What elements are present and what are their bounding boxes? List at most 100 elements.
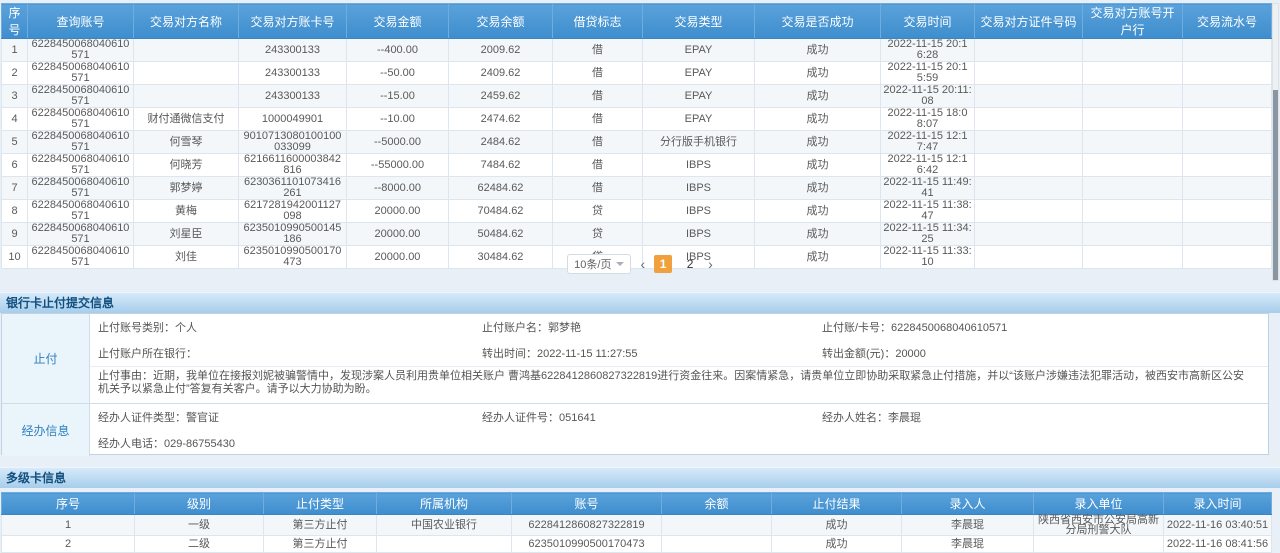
stop-payment-reason: 止付事由：近期，我单位在接报刘妮被骗警情中，发现涉案人员利用贵单位相关账户 曹鸿… bbox=[90, 366, 1268, 403]
table-cell: 2022-11-16 03:40:51 bbox=[1163, 514, 1272, 536]
table-cell: --55000.00 bbox=[346, 153, 449, 177]
table-row: 9 6228450068040610571 刘星臣 62350109905001451… bbox=[1, 222, 1272, 246]
stop-payment-group-label: 止付 bbox=[2, 314, 90, 403]
scrollbar-thumb[interactable] bbox=[1273, 90, 1278, 280]
table-cell bbox=[1082, 153, 1183, 177]
table-cell: 2484.62 bbox=[448, 130, 553, 154]
column-header: 录入单位 bbox=[1033, 492, 1164, 515]
table-cell: 2009.62 bbox=[448, 38, 553, 62]
column-header: 序号 bbox=[1, 3, 28, 39]
table-cell: 借 bbox=[552, 84, 643, 108]
table-cell: 1000049901 bbox=[238, 107, 347, 131]
page-size-select[interactable]: 10条/页 bbox=[567, 254, 632, 274]
table-cell: 6235010990500170473 bbox=[511, 535, 662, 553]
table-cell: 4 bbox=[1, 107, 28, 131]
table-cell: --5000.00 bbox=[346, 130, 449, 154]
table-cell bbox=[974, 153, 1083, 177]
table-cell bbox=[1182, 199, 1272, 223]
table-cell: EPAY bbox=[642, 61, 755, 85]
table-cell bbox=[1082, 38, 1183, 62]
table-cell: 50484.62 bbox=[448, 222, 553, 246]
table-cell: 借 bbox=[552, 176, 643, 200]
table-cell: 6228450068040610571 bbox=[27, 199, 134, 223]
table-cell: IBPS bbox=[642, 153, 755, 177]
table-cell: 1 bbox=[1, 38, 28, 62]
table-cell: EPAY bbox=[642, 38, 755, 62]
table-cell: 成功 bbox=[754, 38, 881, 62]
column-header: 录入时间 bbox=[1163, 492, 1272, 515]
table-cell: 李晨琨 bbox=[901, 535, 1034, 553]
table-cell: 陕西省西安市公安局高新分局刑警大队 bbox=[1033, 514, 1164, 536]
column-header: 交易对方证件号码 bbox=[974, 3, 1083, 39]
table-cell: 何雪琴 bbox=[133, 130, 239, 154]
table-header-row: 序号 查询账号 交易对方名称 交易对方账卡号 交易金额 交易余额 借贷标志 交易类型 交易是否成… bbox=[1, 3, 1272, 39]
table-cell: 30484.62 bbox=[448, 245, 553, 269]
multi-card-section-title: 多级卡信息 bbox=[0, 467, 1280, 488]
table-row: 8 6228450068040610571 黄梅 621728194200112709… bbox=[1, 199, 1272, 223]
column-header: 交易对方账卡号 bbox=[238, 3, 347, 39]
table-cell: IBPS bbox=[642, 199, 755, 223]
transactions-panel: 序号 查询账号 交易对方名称 交易对方账卡号 交易金额 交易余额 借贷标志 交易类型 交易是否成… bbox=[1, 3, 1272, 269]
table-cell: 财付通微信支付 bbox=[133, 107, 239, 131]
table-cell bbox=[974, 61, 1083, 85]
table-cell: 6228450068040610571 bbox=[27, 61, 134, 85]
field-handler-id-number: 经办人证件号：051641 bbox=[482, 412, 596, 424]
table-cell bbox=[1082, 222, 1183, 246]
table-cell: 成功 bbox=[771, 535, 902, 553]
column-header: 余额 bbox=[661, 492, 772, 515]
stop-payment-panel: 止付 止付账号类别：个人 止付账户名：郭梦艳 止付账/卡号：6228450068… bbox=[1, 313, 1269, 456]
next-page-button[interactable]: › bbox=[708, 256, 713, 272]
column-header: 交易时间 bbox=[880, 3, 975, 39]
column-header: 录入人 bbox=[901, 492, 1034, 515]
column-header: 交易对方账号开户行 bbox=[1082, 3, 1183, 39]
table-cell: 2022-11-15 12:17:47 bbox=[880, 130, 975, 154]
table-cell: --50.00 bbox=[346, 61, 449, 85]
table-cell bbox=[661, 535, 772, 553]
table-cell: 2474.62 bbox=[448, 107, 553, 131]
column-header: 账号 bbox=[511, 492, 662, 515]
table-cell bbox=[974, 130, 1083, 154]
table-cell: 成功 bbox=[754, 153, 881, 177]
table-cell: 6228450068040610571 bbox=[27, 222, 134, 246]
table-cell: 成功 bbox=[754, 222, 881, 246]
column-header: 交易是否成功 bbox=[754, 3, 881, 39]
prev-page-button[interactable]: ‹ bbox=[640, 256, 646, 272]
field-account-name: 止付账户名：郭梦艳 bbox=[482, 322, 581, 334]
table-cell: 6228450068040610571 bbox=[27, 153, 134, 177]
table-cell: 3 bbox=[1, 84, 28, 108]
table-cell: 借 bbox=[552, 153, 643, 177]
column-header: 交易金额 bbox=[346, 3, 449, 39]
table-cell: 2409.62 bbox=[448, 61, 553, 85]
field-handler-id-type: 经办人证件类型：警官证 bbox=[98, 412, 219, 424]
field-row: 止付账户所在银行： 转出时间：2022-11-15 11:27:55 转出金额(… bbox=[90, 340, 1268, 366]
field-handler-phone: 经办人电话：029-86755430 bbox=[98, 438, 235, 450]
field-row: 止付账号类别：个人 止付账户名：郭梦艳 止付账/卡号：6228450068040… bbox=[90, 314, 1268, 340]
table-cell bbox=[974, 199, 1083, 223]
table-cell bbox=[1082, 107, 1183, 131]
table-cell bbox=[1182, 38, 1272, 62]
column-header: 止付类型 bbox=[263, 492, 377, 515]
table-cell: 黄梅 bbox=[133, 199, 239, 223]
field-handler-name: 经办人姓名：李晨琨 bbox=[822, 412, 921, 424]
column-header: 借贷标志 bbox=[552, 3, 643, 39]
table-cell: EPAY bbox=[642, 84, 755, 108]
table-cell: 2022-11-15 11:49:41 bbox=[880, 176, 975, 200]
table-cell: 2459.62 bbox=[448, 84, 553, 108]
table-cell: 2 bbox=[1, 61, 28, 85]
table-cell: EPAY bbox=[642, 107, 755, 131]
table-cell: 2022-11-15 12:16:42 bbox=[880, 153, 975, 177]
table-cell: 20000.00 bbox=[346, 245, 449, 269]
table-cell: 70484.62 bbox=[448, 199, 553, 223]
column-header: 查询账号 bbox=[27, 3, 134, 39]
column-header: 交易流水号 bbox=[1182, 3, 1272, 39]
table-cell: 成功 bbox=[754, 84, 881, 108]
table-cell bbox=[1033, 535, 1164, 553]
field-transfer-amount: 转出金额(元)：20000 bbox=[822, 348, 926, 360]
page-button-2[interactable]: 2 bbox=[686, 257, 694, 271]
table-row: 1 一级 第三方止付 中国农业银行 6228412860827322819 成功 李晨琨 陕西… bbox=[1, 514, 1272, 536]
page-button-1[interactable]: 1 bbox=[654, 255, 673, 273]
table-cell: 借 bbox=[552, 61, 643, 85]
field-row: 经办人证件类型：警官证 经办人证件号：051641 经办人姓名：李晨琨 bbox=[90, 404, 1268, 430]
table-row: 3 6228450068040610571 243300133 --15.00 2459… bbox=[1, 84, 1272, 108]
stop-payment-group: 止付 止付账号类别：个人 止付账户名：郭梦艳 止付账/卡号：6228450068… bbox=[2, 314, 1268, 403]
